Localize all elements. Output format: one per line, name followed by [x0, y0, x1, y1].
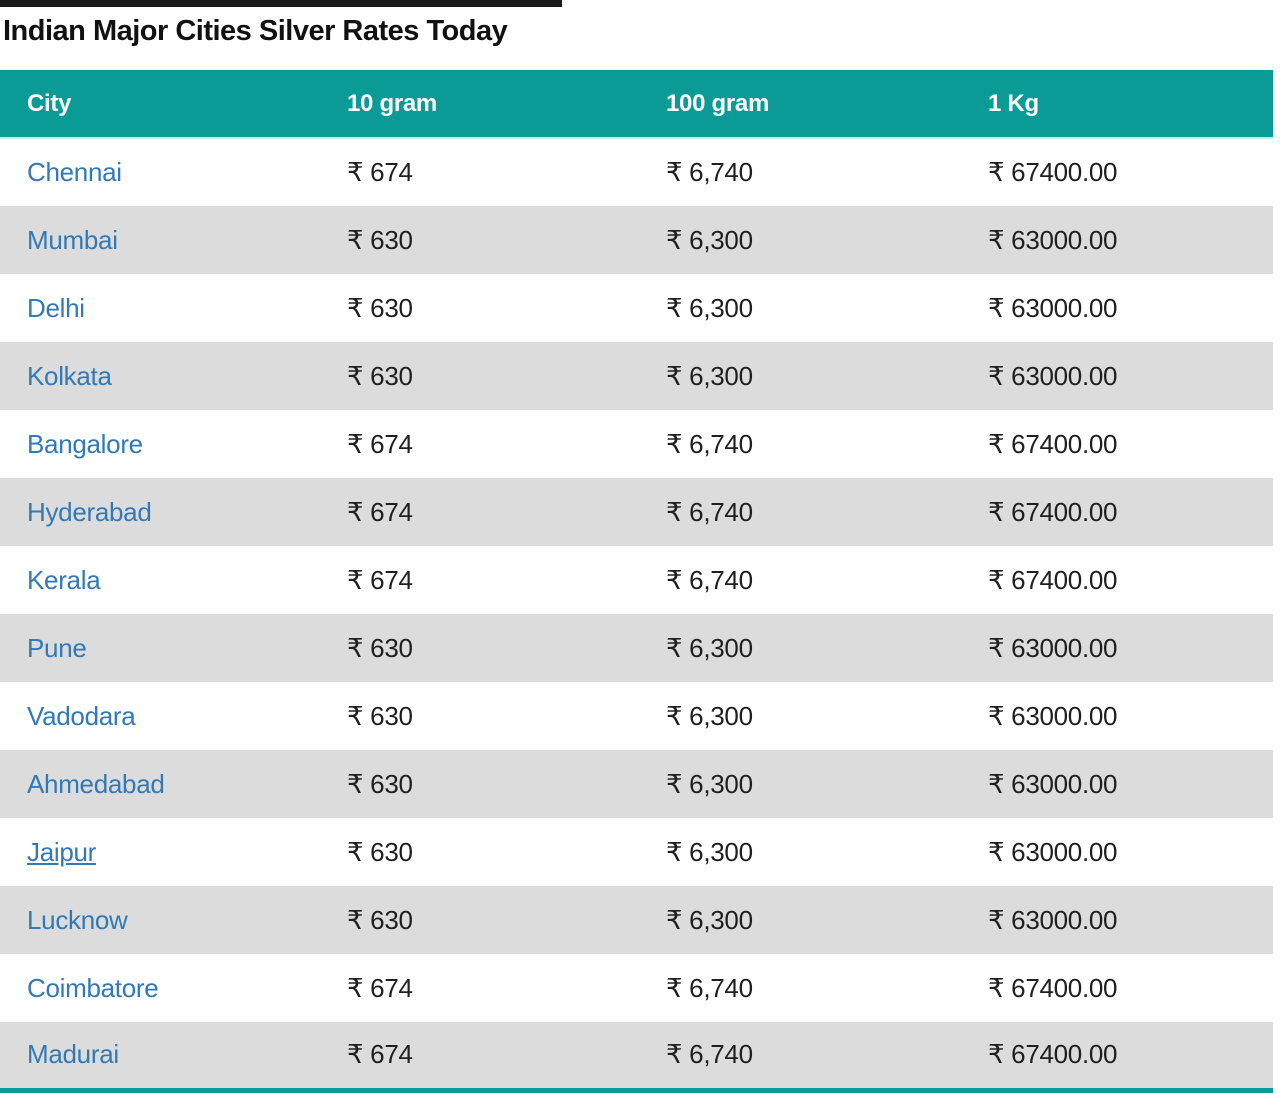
price-100-gram-cell: ₹ 6,740: [666, 157, 753, 187]
city-cell: Madurai: [0, 1022, 320, 1090]
table-row: Coimbatore ₹ 674 ₹ 6,740 ₹ 67400.00: [0, 954, 1273, 1022]
table-row: Pune ₹ 630 ₹ 6,300 ₹ 63000.00: [0, 614, 1273, 682]
column-header-100-gram: 100 gram: [639, 70, 961, 139]
table-row: Delhi ₹ 630 ₹ 6,300 ₹ 63000.00: [0, 274, 1273, 342]
page-title: Indian Major Cities Silver Rates Today: [3, 15, 508, 47]
silver-rates-table: City 10 gram 100 gram 1 Kg Chennai ₹ 674 ₹…: [0, 70, 1273, 1093]
city-link[interactable]: Bangalore: [27, 428, 143, 459]
column-header-1-kg: 1 Kg: [961, 70, 1273, 139]
price-1-kg-cell: ₹ 63000.00: [988, 768, 1118, 799]
city-cell: Bangalore: [0, 410, 320, 478]
table-body: Chennai ₹ 674 ₹ 6,740 ₹ 67400.00 Mumbai ₹ 630…: [0, 138, 1273, 1090]
price-100-gram-cell: ₹ 6,300: [666, 904, 753, 935]
column-header-10-gram: 10 gram: [320, 70, 639, 139]
city-link[interactable]: Jaipur: [27, 836, 97, 867]
table-row: Chennai ₹ 674 ₹ 6,740 ₹ 67400.00: [0, 138, 1273, 206]
city-link[interactable]: Coimbatore: [27, 972, 159, 1003]
price-1-kg-cell: ₹ 63000.00: [988, 904, 1118, 935]
price-10-gram-cell: ₹ 674: [347, 157, 413, 187]
price-10-gram-cell: ₹ 630: [347, 224, 413, 255]
price-1-kg-cell: ₹ 67400.00: [988, 564, 1118, 595]
table-row: Kolkata ₹ 630 ₹ 6,300 ₹ 63000.00: [0, 342, 1273, 410]
price-1-kg-cell: ₹ 67400.00: [988, 1039, 1118, 1070]
price-100-gram-cell: ₹ 6,740: [666, 564, 753, 595]
price-100-gram-cell: ₹ 6,300: [666, 292, 753, 323]
price-10-gram-cell: ₹ 630: [347, 904, 413, 935]
city-cell: Chennai: [0, 138, 320, 206]
price-10-gram-cell: ₹ 630: [347, 292, 413, 323]
price-1-kg-cell: ₹ 63000.00: [988, 836, 1118, 867]
city-link[interactable]: Madurai: [27, 1039, 119, 1070]
city-link[interactable]: Vadodara: [27, 700, 136, 731]
price-10-gram-cell: ₹ 630: [347, 700, 413, 731]
table-row: Mumbai ₹ 630 ₹ 6,300 ₹ 63000.00: [0, 206, 1273, 274]
table-row: Kerala ₹ 674 ₹ 6,740 ₹ 67400.00: [0, 546, 1273, 614]
city-cell: Ahmedabad: [0, 750, 320, 818]
table-row: Madurai ₹ 674 ₹ 6,740 ₹ 67400.00: [0, 1022, 1273, 1090]
city-link[interactable]: Hyderabad: [27, 496, 152, 527]
price-10-gram-cell: ₹ 674: [347, 972, 413, 1003]
price-1-kg-cell: ₹ 67400.00: [988, 496, 1118, 527]
price-10-gram-cell: ₹ 674: [347, 428, 413, 459]
price-10-gram-cell: ₹ 630: [347, 632, 413, 663]
city-cell: Kerala: [0, 546, 320, 614]
price-1-kg-cell: ₹ 67400.00: [988, 157, 1118, 187]
price-1-kg-cell: ₹ 67400.00: [988, 428, 1118, 459]
table-header: City 10 gram 100 gram 1 Kg: [0, 70, 1273, 139]
price-100-gram-cell: ₹ 6,300: [666, 700, 753, 731]
city-cell: Mumbai: [0, 206, 320, 274]
table-row: Bangalore ₹ 674 ₹ 6,740 ₹ 67400.00: [0, 410, 1273, 478]
city-link[interactable]: Ahmedabad: [27, 768, 165, 799]
city-cell: Coimbatore: [0, 954, 320, 1022]
price-10-gram-cell: ₹ 674: [347, 564, 413, 595]
table-row: Ahmedabad ₹ 630 ₹ 6,300 ₹ 63000.00: [0, 750, 1273, 818]
city-cell: Jaipur: [0, 818, 320, 886]
price-100-gram-cell: ₹ 6,300: [666, 224, 753, 255]
table-row: Hyderabad ₹ 674 ₹ 6,740 ₹ 67400.00: [0, 478, 1273, 546]
column-header-city: City: [0, 70, 320, 139]
city-link[interactable]: Kolkata: [27, 360, 112, 391]
city-cell: Delhi: [0, 274, 320, 342]
table-row: Jaipur ₹ 630 ₹ 6,300 ₹ 63000.00: [0, 818, 1273, 886]
price-1-kg-cell: ₹ 63000.00: [988, 632, 1118, 663]
price-10-gram-cell: ₹ 630: [347, 836, 413, 867]
price-100-gram-cell: ₹ 6,300: [666, 768, 753, 799]
city-link[interactable]: Mumbai: [27, 224, 118, 255]
price-100-gram-cell: ₹ 6,300: [666, 632, 753, 663]
price-100-gram-cell: ₹ 6,740: [666, 496, 753, 527]
city-cell: Vadodara: [0, 682, 320, 750]
city-link[interactable]: Lucknow: [27, 904, 128, 935]
top-cropped-bar: [0, 0, 562, 7]
price-1-kg-cell: ₹ 63000.00: [988, 224, 1118, 255]
city-link[interactable]: Chennai: [27, 157, 122, 187]
city-link[interactable]: Pune: [27, 632, 87, 663]
table-row: Lucknow ₹ 630 ₹ 6,300 ₹ 63000.00: [0, 886, 1273, 954]
price-10-gram-cell: ₹ 674: [347, 496, 413, 527]
header-row: City 10 gram 100 gram 1 Kg: [0, 70, 1273, 139]
city-cell: Hyderabad: [0, 478, 320, 546]
city-link[interactable]: Delhi: [27, 292, 85, 323]
price-100-gram-cell: ₹ 6,740: [666, 428, 753, 459]
price-10-gram-cell: ₹ 630: [347, 360, 413, 391]
price-100-gram-cell: ₹ 6,300: [666, 360, 753, 391]
table-row: Vadodara ₹ 630 ₹ 6,300 ₹ 63000.00: [0, 682, 1273, 750]
price-1-kg-cell: ₹ 67400.00: [988, 972, 1118, 1003]
price-100-gram-cell: ₹ 6,300: [666, 836, 753, 867]
price-10-gram-cell: ₹ 674: [347, 1039, 413, 1070]
city-cell: Lucknow: [0, 886, 320, 954]
price-100-gram-cell: ₹ 6,740: [666, 972, 753, 1003]
city-cell: Kolkata: [0, 342, 320, 410]
price-100-gram-cell: ₹ 6,740: [666, 1039, 753, 1070]
city-cell: Pune: [0, 614, 320, 682]
price-1-kg-cell: ₹ 63000.00: [988, 700, 1118, 731]
price-1-kg-cell: ₹ 63000.00: [988, 292, 1118, 323]
price-1-kg-cell: ₹ 63000.00: [988, 360, 1118, 391]
price-10-gram-cell: ₹ 630: [347, 768, 413, 799]
city-link[interactable]: Kerala: [27, 564, 101, 595]
